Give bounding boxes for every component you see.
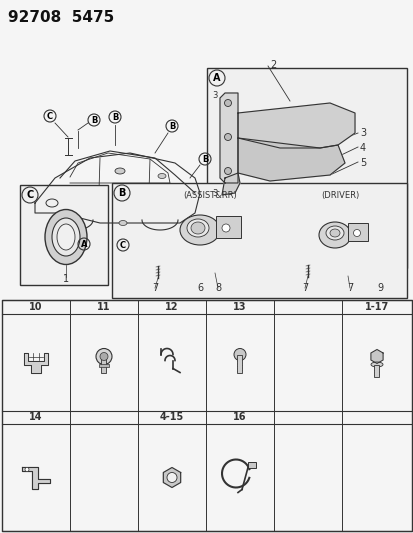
Ellipse shape [57, 224, 75, 250]
Text: 1-17: 1-17 [364, 302, 388, 312]
Text: B: B [118, 188, 126, 198]
Text: C: C [26, 190, 33, 200]
Bar [216, 216, 240, 238]
Text: 92708  5475: 92708 5475 [8, 10, 114, 25]
Text: C: C [47, 111, 53, 120]
Ellipse shape [119, 221, 127, 225]
Ellipse shape [158, 174, 166, 179]
Text: 12: 12 [165, 302, 178, 312]
Ellipse shape [370, 362, 382, 367]
Text: 7: 7 [152, 283, 158, 293]
Circle shape [224, 167, 231, 174]
Polygon shape [22, 467, 50, 489]
Bar [374, 365, 379, 376]
Ellipse shape [318, 222, 350, 248]
Text: A: A [213, 73, 220, 83]
Text: 16: 16 [233, 413, 246, 423]
Text: 6: 6 [197, 283, 202, 293]
Circle shape [224, 133, 231, 141]
Ellipse shape [115, 168, 125, 174]
Text: B: B [201, 155, 208, 164]
Polygon shape [237, 138, 344, 181]
Circle shape [100, 352, 108, 360]
Text: C: C [120, 240, 126, 249]
Text: 3: 3 [359, 128, 365, 138]
Ellipse shape [190, 222, 204, 234]
Text: 5: 5 [359, 158, 366, 168]
Text: 14: 14 [29, 413, 43, 423]
Text: 7: 7 [301, 283, 307, 293]
Bar [206, 68, 406, 268]
Text: (DRIVER): (DRIVER) [320, 191, 358, 200]
Bar [20, 185, 108, 285]
Bar [112, 183, 406, 298]
Circle shape [221, 224, 230, 232]
Ellipse shape [187, 219, 209, 237]
Polygon shape [24, 352, 48, 373]
Text: 11: 11 [97, 302, 111, 312]
Circle shape [224, 100, 231, 107]
Circle shape [25, 467, 29, 472]
Text: B: B [112, 112, 118, 122]
Polygon shape [221, 173, 240, 195]
Bar [247, 462, 255, 467]
Text: 3: 3 [212, 189, 217, 198]
Bar [101, 354, 106, 373]
Bar [2, 300, 411, 531]
Text: B: B [90, 116, 97, 125]
Text: 9: 9 [376, 283, 382, 293]
Text: A: A [81, 239, 87, 248]
Ellipse shape [329, 229, 339, 237]
Polygon shape [237, 103, 354, 148]
Ellipse shape [45, 209, 87, 264]
Text: B: B [169, 122, 175, 131]
Ellipse shape [180, 215, 219, 245]
Text: 8: 8 [214, 283, 221, 293]
Text: 13: 13 [233, 302, 246, 312]
Text: 4-15: 4-15 [159, 413, 184, 423]
Circle shape [233, 349, 245, 360]
Bar [237, 354, 242, 373]
Circle shape [166, 472, 177, 482]
Text: 1: 1 [63, 274, 69, 284]
Bar [99, 364, 109, 367]
Text: 10: 10 [29, 302, 43, 312]
Ellipse shape [52, 218, 80, 256]
Polygon shape [219, 93, 237, 183]
Circle shape [96, 349, 112, 365]
Ellipse shape [325, 226, 343, 240]
Circle shape [353, 230, 360, 237]
Bar [347, 223, 367, 241]
Polygon shape [163, 467, 180, 488]
Text: (ASSIST&RR): (ASSIST&RR) [183, 191, 236, 200]
Text: 7: 7 [346, 283, 352, 293]
Text: 4: 4 [359, 143, 365, 153]
Polygon shape [370, 350, 382, 364]
Text: 2: 2 [269, 60, 275, 70]
Text: 3: 3 [212, 91, 217, 100]
